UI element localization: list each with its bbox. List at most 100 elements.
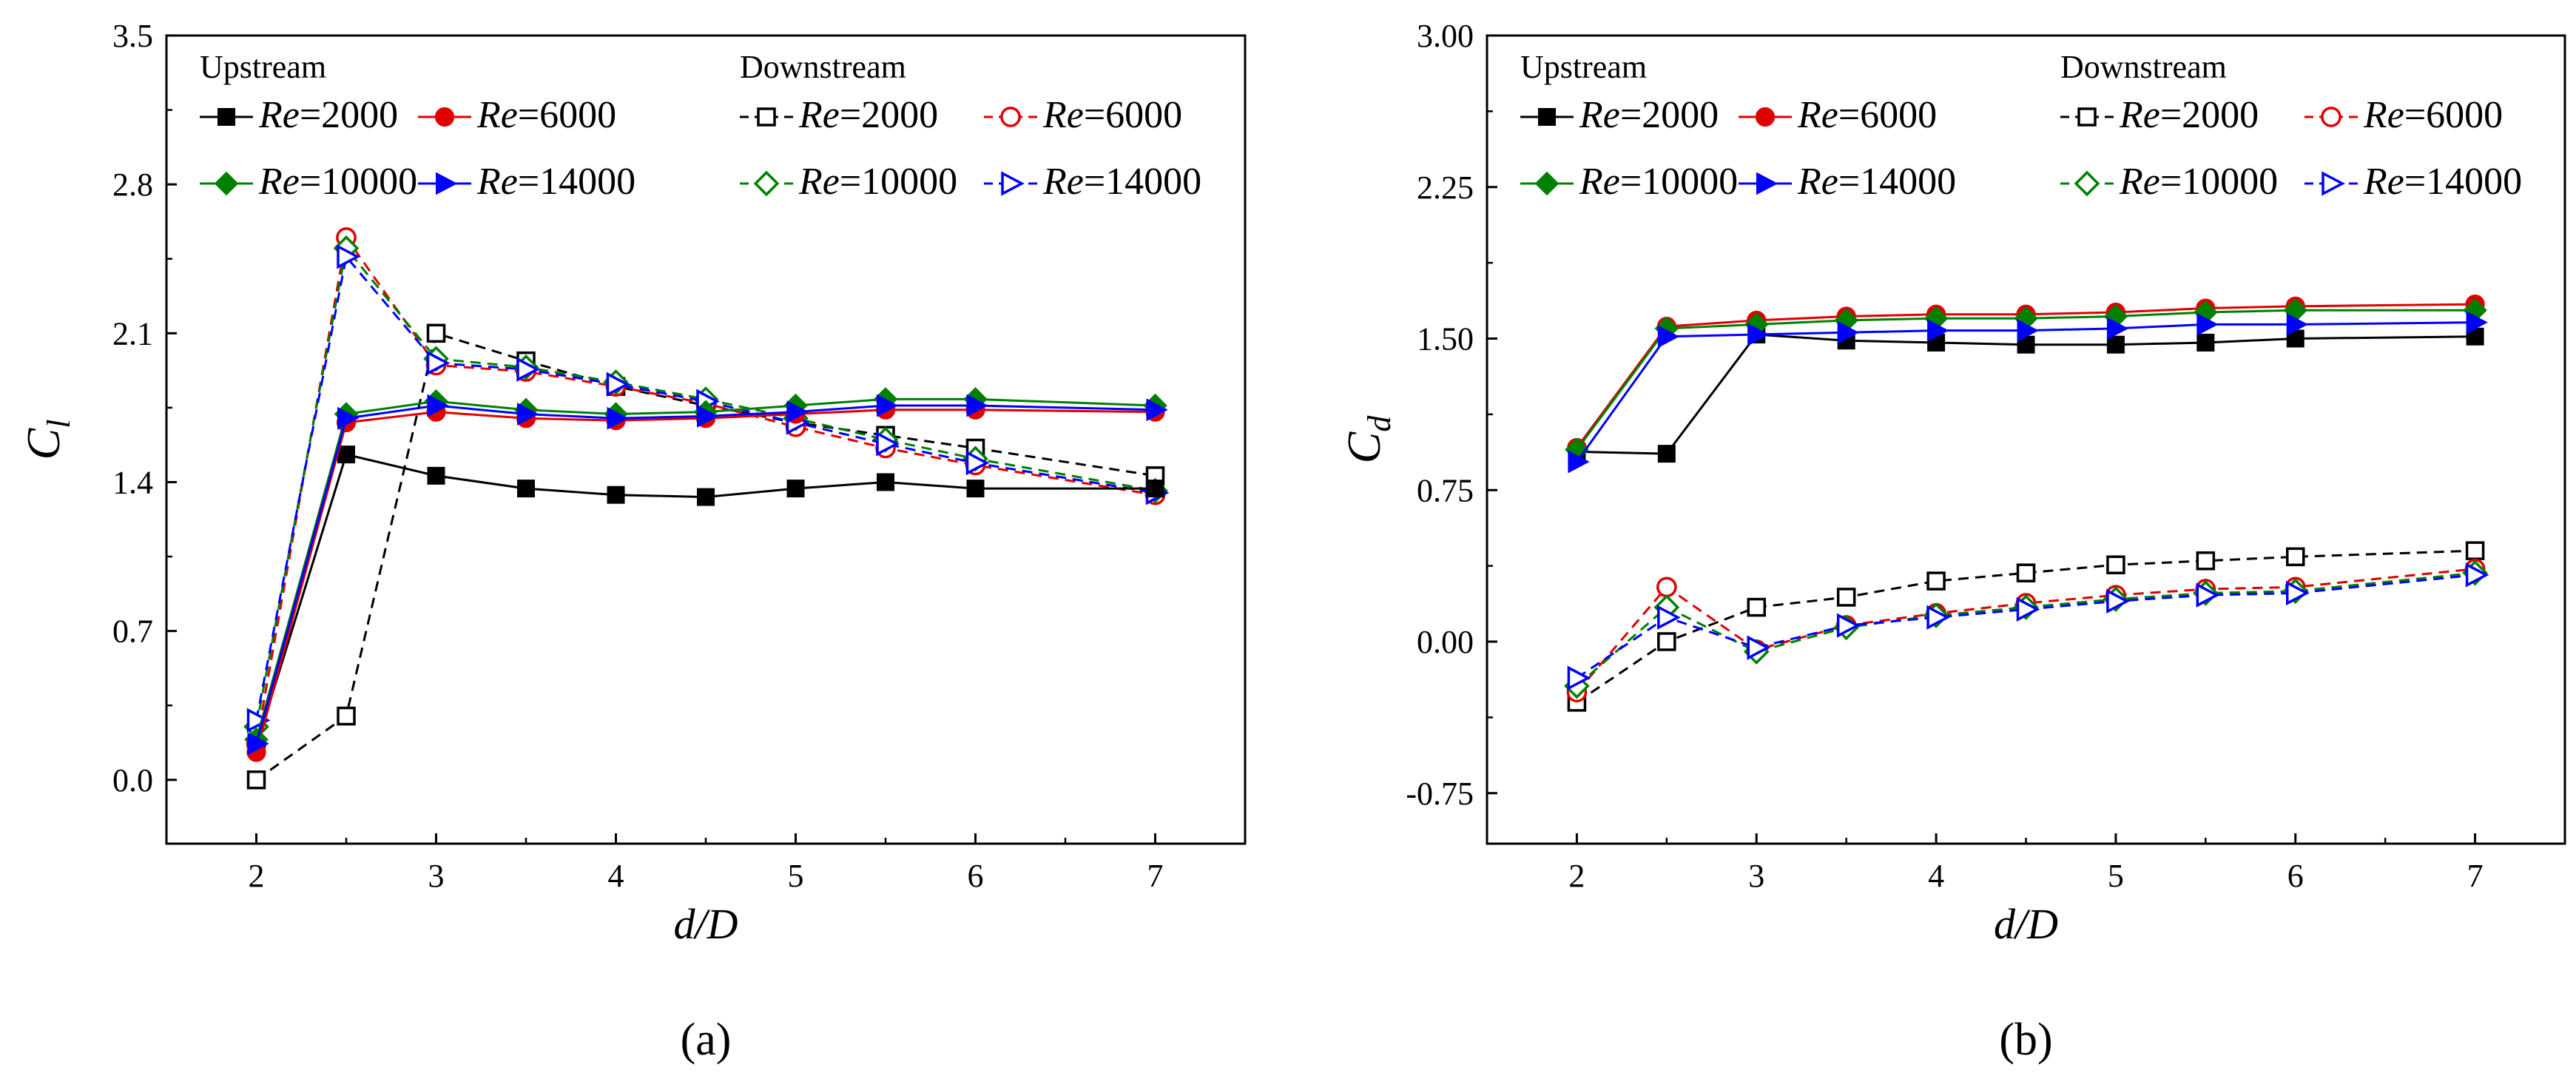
series-upstream-re-10000 xyxy=(244,387,1167,752)
legend-label: Re=10000 xyxy=(1579,161,1738,203)
legend-label: Re=2000 xyxy=(2119,94,2259,136)
data-point xyxy=(877,473,894,491)
series-line xyxy=(255,453,1156,747)
legend-entry: Re=2000 xyxy=(740,94,938,136)
data-point xyxy=(337,706,356,726)
data-point xyxy=(2196,312,2219,336)
chart-panel-b: 2 3 4 5 6 7 -0.75 0.00 0.75 1.50 2.25 3.00 d/D Cd (b) U… xyxy=(1338,18,2566,1065)
legend-entry: Re=2000 xyxy=(2060,94,2259,136)
data-point xyxy=(2016,596,2040,622)
legend-marker xyxy=(1000,107,1021,127)
x-tick-label: 4 xyxy=(608,858,624,894)
legend-marker xyxy=(434,107,455,127)
data-point xyxy=(1567,665,1591,690)
data-point xyxy=(2465,562,2489,588)
legend-label: Re=6000 xyxy=(1042,94,1182,136)
data-point xyxy=(426,350,451,376)
series-upstream-re-2000 xyxy=(1568,326,2484,463)
x-tick-label: 6 xyxy=(968,858,984,894)
x-axis-label: d/D xyxy=(1994,900,2058,948)
data-point xyxy=(965,450,990,476)
data-point xyxy=(1927,319,1949,342)
x-tick-label: 4 xyxy=(1928,858,1944,894)
x-tick-label: 5 xyxy=(788,858,804,894)
legend: Upstream Downstream Re=2000 Re=6000 Re=10000… xyxy=(200,49,1201,203)
data-point xyxy=(517,480,535,498)
data-point xyxy=(1836,588,1856,607)
series-line xyxy=(1576,549,2475,704)
y-tick-label: 0.00 xyxy=(1417,624,1474,660)
legend-entry: Re=2000 xyxy=(200,94,398,136)
legend-entry: Re=14000 xyxy=(984,161,1201,203)
data-point xyxy=(607,406,629,430)
legend-group-upstream: Upstream xyxy=(200,49,326,85)
x-tick-label: 7 xyxy=(1147,858,1164,894)
legend-label: Re=6000 xyxy=(1797,94,1937,136)
legend-entry: Re=6000 xyxy=(418,94,616,136)
series-downstream-re-14000 xyxy=(246,244,1170,733)
data-point xyxy=(2016,563,2036,582)
legend-group-upstream: Upstream xyxy=(1520,49,1647,85)
series-line xyxy=(1576,303,2475,448)
data-point xyxy=(426,323,446,343)
legend-label: Re=14000 xyxy=(1042,161,1201,203)
y-tick-label: 1.50 xyxy=(1417,321,1474,357)
data-point xyxy=(427,466,445,485)
x-tick-label: 7 xyxy=(2467,858,2484,894)
series-line xyxy=(1576,574,2475,679)
series-line xyxy=(255,245,1156,727)
legend-label: Re=10000 xyxy=(258,161,417,203)
x-tick-label: 2 xyxy=(1568,858,1585,894)
series-upstream-re-2000 xyxy=(247,446,1164,755)
data-point xyxy=(516,357,540,382)
plot-frame xyxy=(165,34,1247,845)
data-point xyxy=(607,485,625,504)
legend-marker xyxy=(2077,107,2097,127)
series-line xyxy=(255,404,1156,744)
legend-marker xyxy=(2322,171,2345,196)
legend-marker xyxy=(2074,170,2100,197)
legend-entry: Re=6000 xyxy=(1739,94,1937,136)
legend-entry: Re=6000 xyxy=(2304,94,2503,136)
y-tick-label: 0.7 xyxy=(112,614,153,650)
data-point xyxy=(427,394,449,417)
y-tick-label: 3.5 xyxy=(112,18,153,54)
data-point xyxy=(876,431,900,457)
series-line xyxy=(1577,333,2475,455)
data-point xyxy=(1837,320,1859,344)
series-downstream-re-14000 xyxy=(1567,562,2489,690)
legend-entry: Re=10000 xyxy=(2060,161,2278,203)
plot-frame xyxy=(1486,34,2566,845)
x-tick-label: 3 xyxy=(1748,858,1764,894)
legend-marker xyxy=(757,107,776,127)
data-point xyxy=(1657,605,1681,630)
data-point xyxy=(786,480,805,498)
legend-label: Re=10000 xyxy=(798,161,957,203)
y-tick-label: -0.75 xyxy=(1406,776,1474,812)
data-point xyxy=(2196,582,2220,608)
data-point xyxy=(1836,613,1861,638)
x-tick-label: 3 xyxy=(428,858,445,894)
data-point xyxy=(606,372,630,397)
data-point xyxy=(1657,325,1680,349)
legend-group-downstream: Downstream xyxy=(2060,49,2227,85)
data-point xyxy=(1926,571,1946,591)
data-point xyxy=(1926,605,1950,630)
series-line xyxy=(255,254,1156,721)
data-point xyxy=(1146,480,1164,498)
data-point xyxy=(337,446,355,464)
data-point xyxy=(1657,632,1676,651)
data-point xyxy=(1146,398,1168,422)
data-point xyxy=(337,244,360,269)
data-point xyxy=(2106,317,2129,340)
y-tick-label: 2.25 xyxy=(1417,169,1474,206)
series-line xyxy=(1576,571,2475,688)
legend-entry: Re=14000 xyxy=(1739,161,1956,203)
legend-entry: Re=10000 xyxy=(740,161,957,203)
data-point xyxy=(2017,319,2039,342)
y-tick-label: 0.75 xyxy=(1417,472,1474,508)
series-upstream-re-14000 xyxy=(247,394,1168,756)
chart-panel-a: 2 3 4 5 6 7 0.0 0.7 1.4 2.1 2.8 3.5 d/D Cl (a) Upstream… xyxy=(17,18,1247,1065)
series-upstream-re-14000 xyxy=(1568,311,2488,474)
